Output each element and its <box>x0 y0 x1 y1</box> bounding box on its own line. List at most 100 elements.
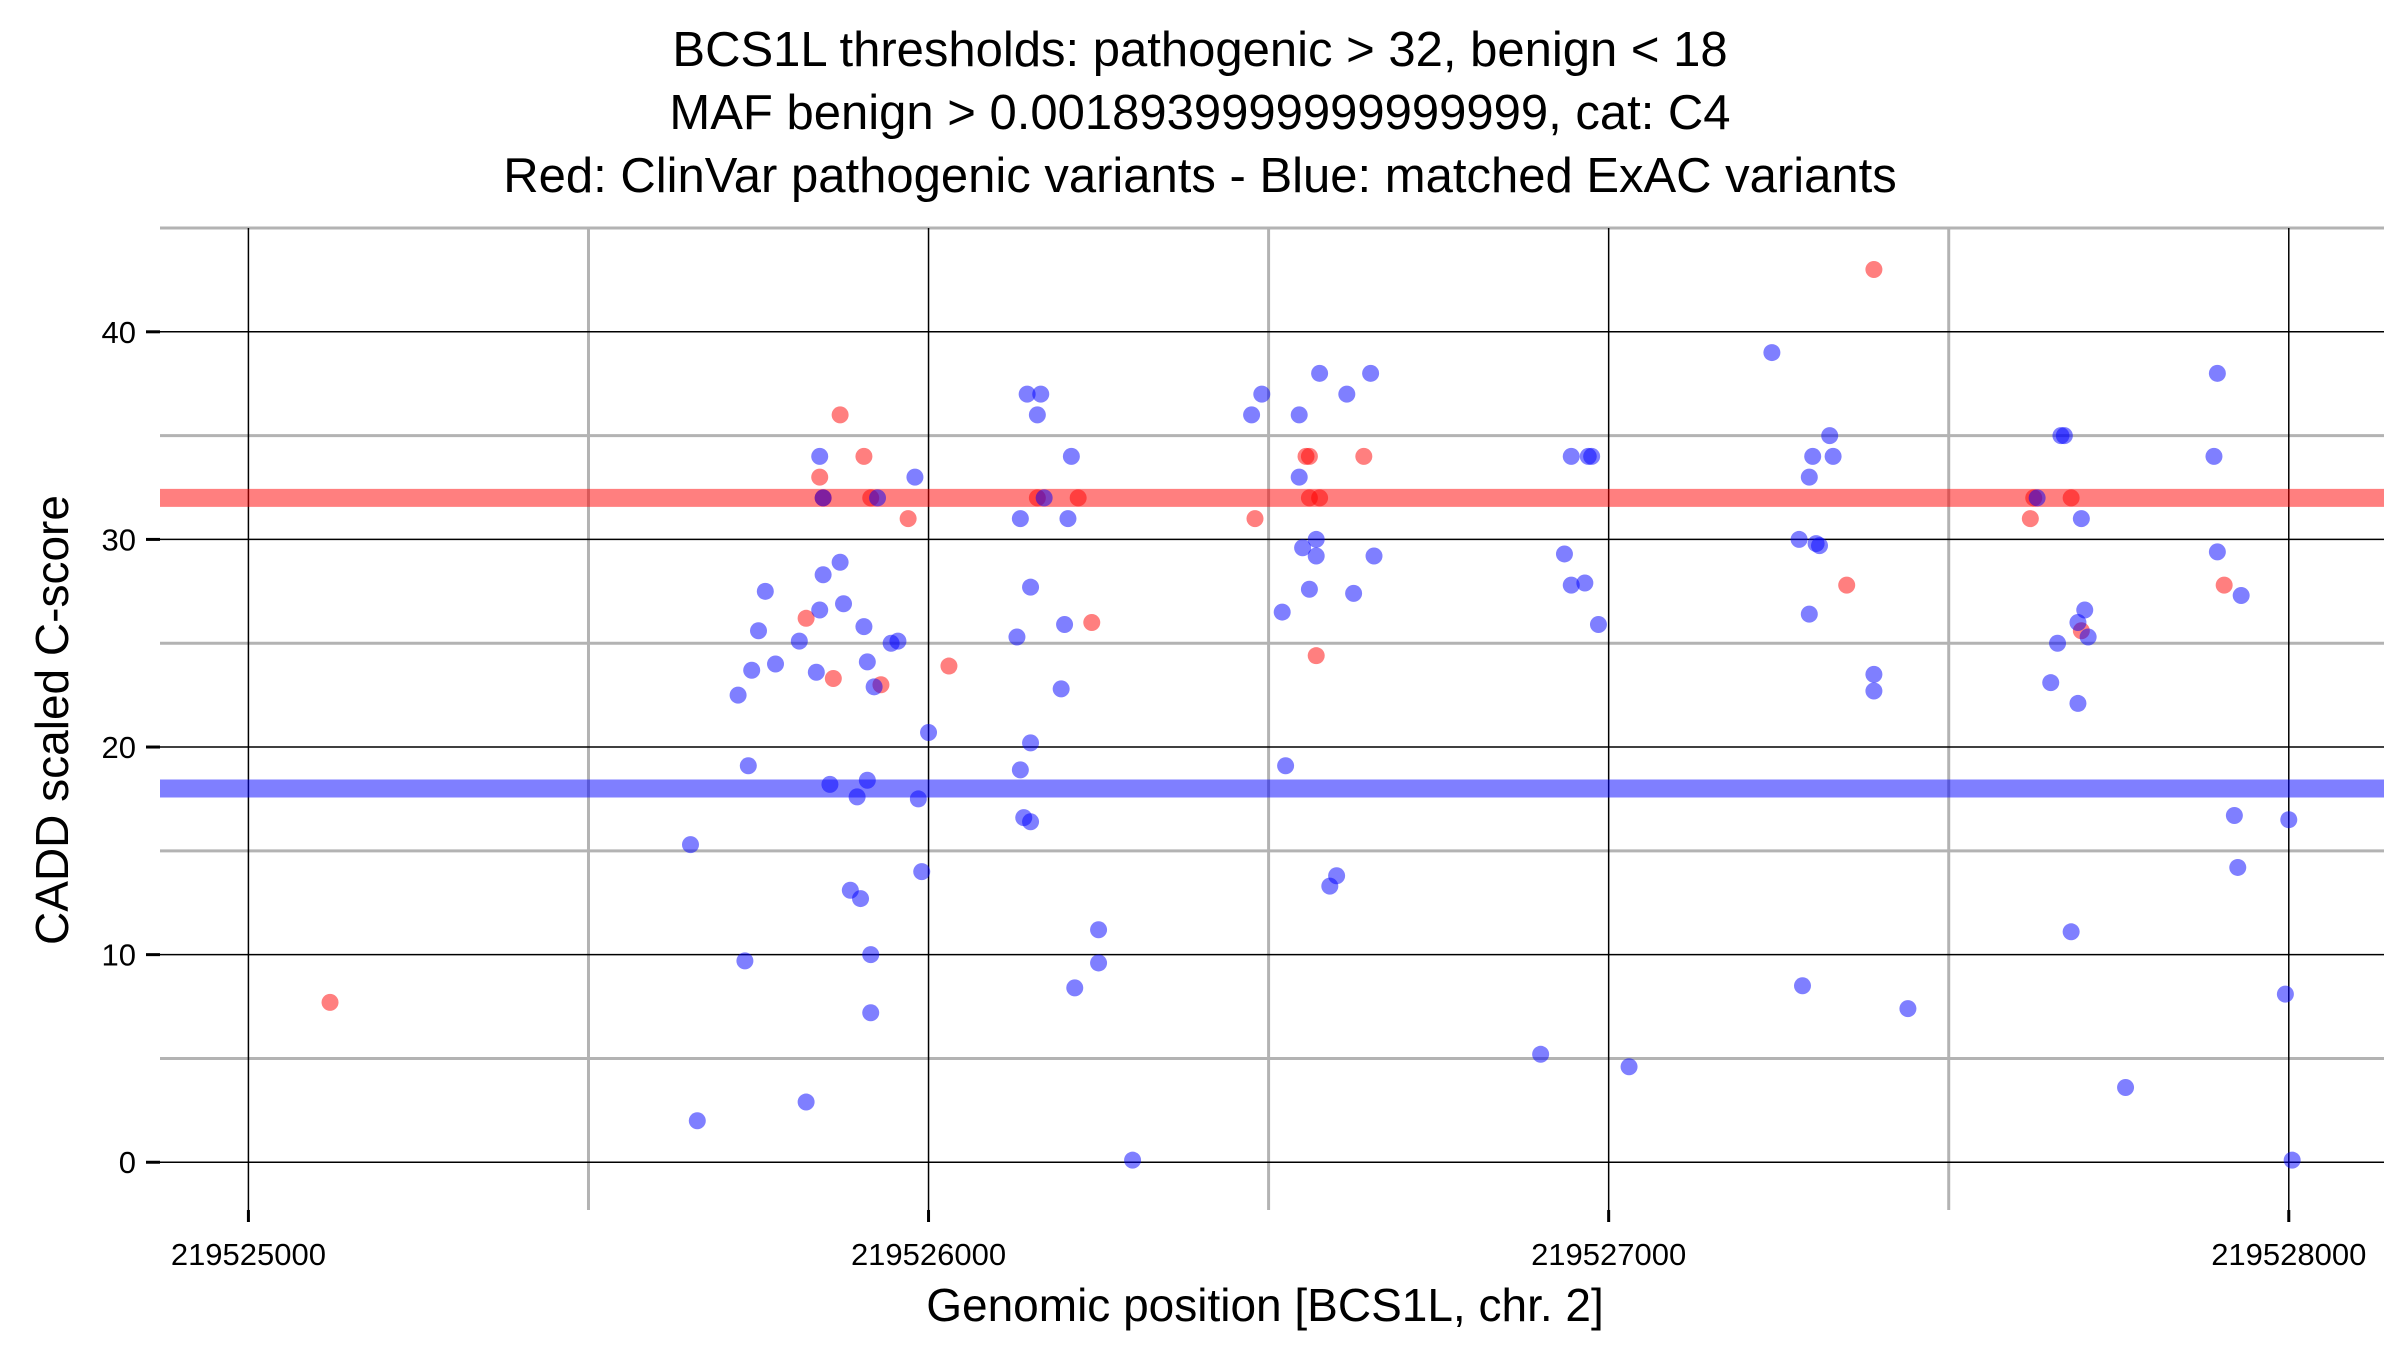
clinvar-point <box>1311 489 1329 507</box>
exac-point <box>743 661 761 679</box>
exac-point <box>2069 613 2087 631</box>
exac-point <box>1562 576 1580 594</box>
exac-point <box>1338 385 1356 403</box>
x-axis-tick-labels: 219525000 219526000 219527000 219528000 <box>171 1237 2367 1272</box>
exac-point <box>858 653 876 671</box>
exac-point <box>1589 616 1607 634</box>
exac-point <box>2062 923 2080 941</box>
exac-point <box>1035 489 1053 507</box>
exac-point <box>1793 977 1811 995</box>
exac-point <box>729 686 747 704</box>
exac-point <box>1307 547 1325 565</box>
exac-point <box>811 447 829 465</box>
y-tick-label: 0 <box>119 1145 136 1180</box>
exac-point <box>1253 385 1271 403</box>
exac-point <box>2076 601 2094 619</box>
exac-point <box>2042 674 2060 692</box>
exac-point <box>767 655 785 673</box>
clinvar-point <box>1246 510 1264 528</box>
exac-point <box>2276 985 2294 1003</box>
clinvar-point <box>831 406 849 424</box>
exac-point <box>852 890 870 908</box>
exac-point <box>1300 580 1318 598</box>
exac-point <box>1066 979 1084 997</box>
exac-point <box>1124 1151 1142 1169</box>
clinvar-point <box>1069 489 1087 507</box>
exac-point <box>1311 364 1329 382</box>
exac-point <box>869 489 887 507</box>
exac-point <box>1277 757 1295 775</box>
exac-point <box>2208 364 2226 382</box>
exac-point <box>1362 364 1380 382</box>
clinvar-point <box>1865 261 1883 279</box>
title-line-3: Red: ClinVar pathogenic variants - Blue:… <box>503 149 1897 203</box>
x-tick-label: 219525000 <box>171 1237 326 1272</box>
clinvar-point <box>321 993 339 1011</box>
exac-point <box>1583 447 1601 465</box>
exac-point <box>1899 1000 1917 1018</box>
exac-point <box>1576 574 1594 592</box>
exac-point <box>1273 603 1291 621</box>
data-points <box>321 261 2301 1169</box>
clinvar-point <box>824 670 842 688</box>
exac-point <box>2117 1079 2135 1097</box>
exac-point <box>1865 665 1883 683</box>
clinvar-point <box>2021 510 2039 528</box>
exac-point <box>2055 427 2073 445</box>
exac-point <box>1022 813 1040 831</box>
exac-point <box>858 771 876 789</box>
exac-point <box>920 723 938 741</box>
exac-point <box>811 601 829 619</box>
threshold-lines <box>160 488 2384 798</box>
exac-point <box>2229 858 2247 876</box>
exac-point <box>2079 628 2097 646</box>
exac-point <box>2283 1151 2301 1169</box>
exac-point <box>862 946 880 964</box>
clinvar-point <box>1300 447 1318 465</box>
y-tick-label: 10 <box>102 938 136 973</box>
exac-point <box>848 788 866 806</box>
exac-point <box>1056 616 1074 634</box>
exac-point <box>906 468 924 486</box>
exac-point <box>865 678 883 696</box>
exac-point <box>1032 385 1050 403</box>
exac-point <box>1532 1045 1550 1063</box>
exac-point <box>2049 634 2067 652</box>
exac-point <box>1090 921 1108 939</box>
exac-point <box>1018 385 1036 403</box>
y-axis-label: CADD scaled C-score <box>26 495 78 945</box>
exac-point <box>821 775 839 793</box>
exac-point <box>909 790 927 808</box>
clinvar-point <box>940 657 958 675</box>
exac-point <box>913 863 931 881</box>
exac-point <box>1800 605 1818 623</box>
clinvar-point <box>1838 576 1856 594</box>
y-tick-label: 40 <box>102 315 136 350</box>
exac-point <box>1243 406 1261 424</box>
exac-point <box>1052 680 1070 698</box>
exac-point <box>1062 447 1080 465</box>
exac-point <box>807 663 825 681</box>
exac-point <box>756 582 774 600</box>
exac-point <box>2069 694 2087 712</box>
exac-point <box>814 566 832 584</box>
exac-point <box>1800 468 1818 486</box>
exac-point <box>1804 447 1822 465</box>
exac-point <box>736 952 754 970</box>
exac-point <box>1345 584 1363 602</box>
exac-point <box>1290 468 1308 486</box>
x-tick-label: 219528000 <box>2211 1237 2366 1272</box>
exac-point <box>1824 447 1842 465</box>
axes <box>146 330 2291 1222</box>
clinvar-point <box>1355 447 1373 465</box>
clinvar-point <box>2062 489 2080 507</box>
x-tick-label: 219527000 <box>1531 1237 1686 1272</box>
exac-point <box>1008 628 1026 646</box>
y-tick-label: 20 <box>102 730 136 765</box>
exac-point <box>2225 807 2243 825</box>
exac-point <box>1011 761 1029 779</box>
exac-point <box>814 489 832 507</box>
exac-point <box>1090 954 1108 972</box>
exac-point <box>1763 344 1781 362</box>
